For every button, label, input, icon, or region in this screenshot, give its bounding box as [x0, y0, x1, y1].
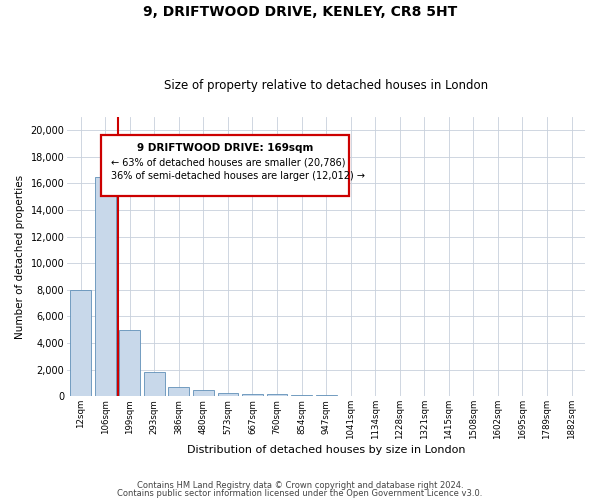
- Bar: [291, 395, 312, 396]
- Bar: [169, 387, 189, 396]
- Bar: [144, 372, 165, 396]
- Text: ← 63% of detached houses are smaller (20,786): ← 63% of detached houses are smaller (20…: [111, 158, 346, 168]
- FancyBboxPatch shape: [101, 135, 349, 196]
- Title: Size of property relative to detached houses in London: Size of property relative to detached ho…: [164, 79, 488, 92]
- X-axis label: Distribution of detached houses by size in London: Distribution of detached houses by size …: [187, 445, 466, 455]
- Bar: [218, 392, 238, 396]
- Bar: [70, 290, 91, 397]
- Bar: [193, 390, 214, 396]
- Text: Contains public sector information licensed under the Open Government Licence v3: Contains public sector information licen…: [118, 488, 482, 498]
- Text: 9, DRIFTWOOD DRIVE, KENLEY, CR8 5HT: 9, DRIFTWOOD DRIVE, KENLEY, CR8 5HT: [143, 5, 457, 19]
- Text: Contains HM Land Registry data © Crown copyright and database right 2024.: Contains HM Land Registry data © Crown c…: [137, 481, 463, 490]
- Text: 9 DRIFTWOOD DRIVE: 169sqm: 9 DRIFTWOOD DRIVE: 169sqm: [137, 144, 313, 154]
- Bar: [266, 394, 287, 396]
- Y-axis label: Number of detached properties: Number of detached properties: [15, 174, 25, 338]
- Bar: [119, 330, 140, 396]
- Bar: [95, 176, 116, 396]
- Bar: [242, 394, 263, 396]
- Text: 36% of semi-detached houses are larger (12,012) →: 36% of semi-detached houses are larger (…: [111, 172, 365, 181]
